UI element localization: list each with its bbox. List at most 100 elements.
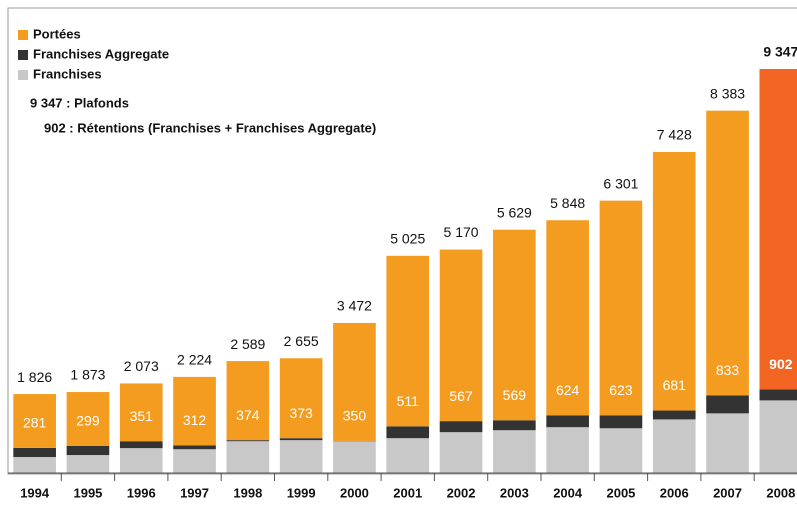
- retention-label: 374: [236, 407, 260, 423]
- bar-segment: [652, 410, 696, 420]
- bar-segment: [279, 440, 323, 473]
- bar-segment: [493, 420, 536, 431]
- x-tick-label: 1997: [180, 485, 209, 500]
- retention-label: 567: [449, 388, 473, 404]
- bar-segment: [546, 415, 589, 428]
- legend-label: Portées: [33, 26, 81, 41]
- bar-segment: [439, 249, 483, 422]
- retention-label: 312: [183, 412, 207, 428]
- bar-segment: [599, 428, 643, 473]
- total-label: 2 655: [284, 333, 319, 349]
- x-tick-label: 2003: [500, 485, 529, 500]
- retention-label: 833: [716, 362, 740, 378]
- bar-segment: [226, 440, 270, 442]
- retention-label: 351: [130, 408, 154, 424]
- bar-segment: [226, 441, 270, 473]
- bar-segment: [706, 110, 749, 396]
- bar-segment: [706, 413, 749, 473]
- bar-segment: [333, 322, 376, 441]
- bar-segment: [66, 455, 110, 473]
- total-label: 2 073: [124, 358, 159, 374]
- x-tick-label: 1998: [233, 485, 262, 500]
- x-tick-label: 1996: [127, 485, 156, 500]
- bar-segment: [173, 376, 216, 446]
- total-label: 1 873: [70, 367, 105, 383]
- bar-segment: [279, 438, 323, 441]
- bar-segment: [599, 415, 643, 429]
- retention-label: 569: [503, 387, 527, 403]
- bar-segment: [652, 151, 696, 411]
- retention-label: 681: [663, 377, 687, 393]
- x-tick-label: 1999: [287, 485, 316, 500]
- bar-segment: [493, 430, 536, 473]
- x-tick-label: 2006: [660, 485, 689, 500]
- retention-label: 350: [343, 408, 367, 424]
- bar-segment: [13, 394, 56, 448]
- bar-segment: [226, 361, 270, 441]
- bar-segment: [546, 427, 589, 473]
- bar-segment: [439, 421, 483, 433]
- total-label: 6 301: [603, 175, 638, 191]
- total-label: 2 224: [177, 352, 212, 368]
- retention-label: 902: [769, 356, 793, 372]
- total-label: 7 428: [657, 127, 692, 143]
- annotation: 902 : Rétentions (Franchises + Franchise…: [44, 120, 376, 135]
- total-label: 5 848: [550, 195, 585, 211]
- bar-segment: [759, 69, 797, 390]
- retention-label: 511: [397, 393, 420, 409]
- bar-segment: [386, 438, 430, 473]
- bar-segment: [66, 392, 110, 446]
- legend-swatch: [18, 30, 28, 40]
- retention-label: 373: [289, 405, 313, 421]
- frame: [7, 7, 797, 475]
- x-tick-label: 2000: [340, 485, 369, 500]
- bar-segment: [173, 449, 216, 473]
- total-label: 3 472: [337, 298, 372, 314]
- bar-segment: [599, 200, 643, 416]
- bar-segment: [13, 447, 56, 458]
- x-tick-label: 2008: [766, 485, 795, 500]
- legend-label: Franchises: [33, 66, 102, 81]
- total-label: 1 826: [17, 369, 52, 385]
- x-tick-label: 2005: [606, 485, 635, 500]
- x-tick-label: 2004: [553, 485, 583, 500]
- bar-segment: [333, 441, 376, 473]
- annotation: 9 347 : Plafonds: [30, 95, 129, 110]
- total-label: 9 347: [763, 44, 797, 60]
- x-tick-label: 1994: [20, 485, 50, 500]
- bar-segment: [173, 445, 216, 450]
- bar-segment: [119, 448, 163, 473]
- total-label: 8 383: [710, 85, 745, 101]
- bar-segment: [759, 400, 797, 473]
- x-tick-label: 1995: [73, 485, 102, 500]
- bar-segment: [493, 229, 536, 421]
- retention-label: 623: [609, 382, 633, 398]
- bar-segment: [706, 395, 749, 414]
- bar-segment: [279, 358, 323, 439]
- retention-label: 281: [23, 415, 47, 431]
- bar-segment: [119, 383, 163, 442]
- bar-segment: [119, 441, 163, 449]
- legend-swatch: [18, 50, 28, 60]
- bar-segment: [386, 426, 430, 439]
- bar-segment: [652, 419, 696, 473]
- x-tick-label: 2001: [393, 485, 422, 500]
- total-label: 2 589: [230, 336, 265, 352]
- legend-label: Franchises Aggregate: [33, 46, 169, 61]
- retention-label: 299: [76, 413, 100, 429]
- legend-swatch: [18, 70, 28, 80]
- retention-label: 624: [556, 382, 580, 398]
- x-tick-label: 2007: [713, 485, 742, 500]
- total-label: 5 170: [444, 224, 479, 240]
- total-label: 5 025: [390, 231, 425, 247]
- total-label: 5 629: [497, 204, 532, 220]
- bar-segment: [13, 457, 56, 473]
- bar-segment: [66, 445, 110, 456]
- bar-segment: [759, 389, 797, 401]
- bar-segment: [439, 432, 483, 473]
- x-tick-label: 2002: [447, 485, 476, 500]
- bar-segment: [546, 220, 589, 416]
- bar-segment: [386, 255, 430, 427]
